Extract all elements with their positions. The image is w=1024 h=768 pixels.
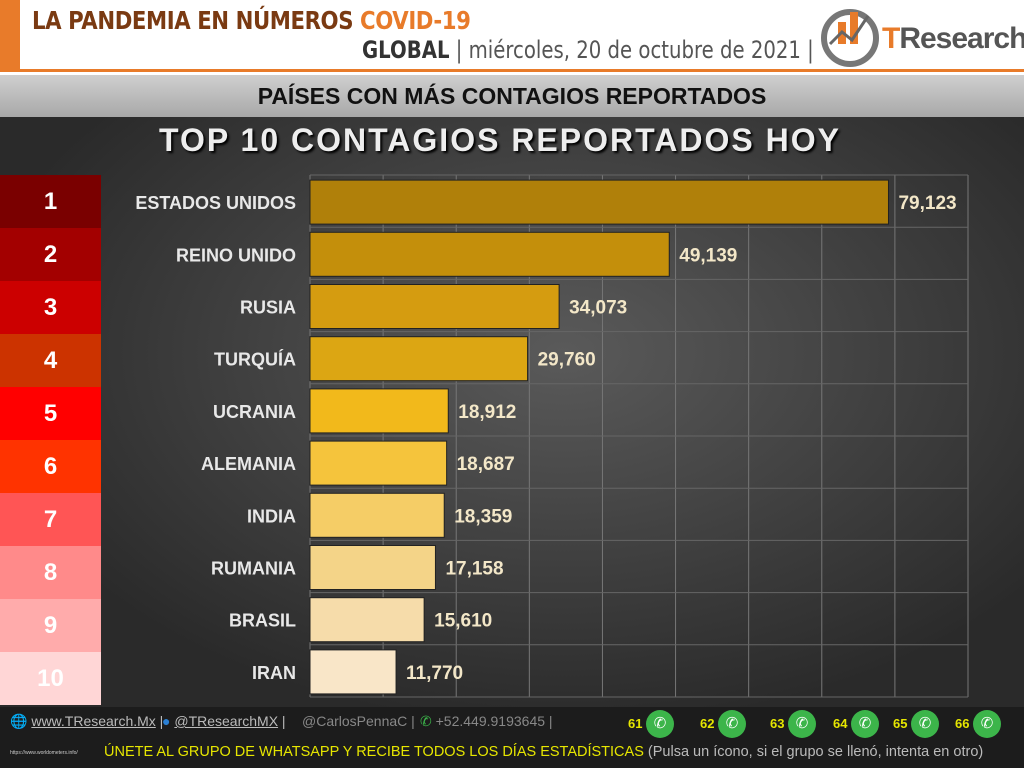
group-number: 64 (833, 716, 848, 731)
rank-badge: 9 (0, 599, 101, 652)
category-label: ESTADOS UNIDOS (135, 193, 296, 213)
category-label: BRASIL (229, 611, 296, 631)
chart-title: TOP 10 CONTAGIOS REPORTADOS HOY (159, 122, 841, 158)
category-label: RUMANIA (211, 559, 296, 579)
accent-bar (0, 0, 20, 72)
title-text: LA PANDEMIA EN NÚMEROS (32, 6, 354, 35)
category-label: ALEMANIA (201, 454, 296, 474)
header-title: LA PANDEMIA EN NÚMEROS COVID-19 (32, 6, 471, 35)
bar (309, 649, 397, 695)
phone-text: +52.449.9193645 (435, 713, 546, 729)
web-text: www.TResearch.Mx (31, 713, 156, 729)
group-number: 63 (770, 716, 785, 731)
group-number: 62 (700, 716, 715, 731)
date-label: miércoles, 20 de octubre de 2021 (468, 36, 801, 64)
whatsapp-icon[interactable]: ✆ (911, 710, 939, 738)
rank-badge: 8 (0, 546, 101, 599)
category-label: UCRANIA (213, 402, 296, 422)
value-label: 79,123 (898, 193, 956, 214)
bar (309, 440, 448, 486)
whatsapp-cta: ÚNETE AL GRUPO DE WHATSAPP Y RECIBE TODO… (104, 744, 983, 760)
rank-badge: 10 (0, 652, 101, 705)
rank-badge: 6 (0, 440, 101, 493)
rank-badge: 2 (0, 228, 101, 281)
value-label: 29,760 (538, 350, 596, 371)
section-subtitle: PAÍSES CON MÁS CONTAGIOS REPORTADOS (0, 75, 1024, 117)
whatsapp-icon[interactable]: ✆ (973, 710, 1001, 738)
cta-note: (Pulsa un ícono, si el grupo se llenó, i… (647, 744, 984, 760)
bar (309, 231, 670, 277)
category-label: IRAN (252, 663, 296, 683)
bar (309, 492, 445, 538)
title-accent: COVID-19 (360, 6, 471, 35)
phone: ✆ +52.449.9193645 | (420, 713, 553, 729)
value-label: 18,359 (454, 506, 512, 527)
header: LA PANDEMIA EN NÚMEROS COVID-19 GLOBAL |… (0, 0, 1024, 72)
scope-label: GLOBAL (362, 36, 450, 64)
value-label: 11,770 (406, 663, 463, 684)
whatsapp-icon[interactable]: ✆ (718, 710, 746, 738)
rank-badge: 5 (0, 387, 101, 440)
value-label: 18,912 (458, 402, 516, 423)
rank-badge: 7 (0, 493, 101, 546)
globe-icon: 🌐 (10, 713, 28, 729)
group-number: 66 (955, 716, 970, 731)
logo-chart-icon (821, 9, 879, 67)
rank-badge: 1 (0, 175, 101, 228)
web-link[interactable]: 🌐 www.TResearch.Mx | (10, 713, 164, 729)
bar (309, 597, 425, 643)
group-number: 65 (893, 716, 908, 731)
bar (309, 284, 560, 329)
footer-url: https://www.worldometers.info/ (10, 750, 78, 756)
twitter-icon: ● (162, 713, 171, 729)
value-label: 34,073 (569, 298, 627, 319)
category-label: REINO UNIDO (176, 245, 296, 265)
category-label: INDIA (247, 506, 296, 526)
bar (309, 336, 529, 382)
twitter-link[interactable]: ● @TResearchMX | (162, 713, 286, 729)
category-label: RUSIA (240, 298, 296, 318)
value-label: 18,687 (457, 454, 515, 475)
whatsapp-icon[interactable]: ✆ (788, 710, 816, 738)
cta-text: ÚNETE AL GRUPO DE WHATSAPP Y RECIBE TODO… (104, 744, 644, 760)
category-label: TURQUÍA (214, 349, 296, 370)
value-label: 15,610 (434, 611, 492, 632)
bar (309, 388, 449, 434)
tresearch-logo: TResearch (818, 2, 1024, 68)
phone-icon: ✆ (420, 713, 432, 729)
whatsapp-icon[interactable]: ✆ (646, 710, 674, 738)
bar (309, 179, 889, 225)
header-date: GLOBAL | miércoles, 20 de octubre de 202… (362, 36, 814, 64)
user-handle: @CarlosPennaC | (302, 713, 415, 729)
value-label: 17,158 (445, 559, 503, 580)
twitter-text: @TResearchMX (174, 713, 279, 729)
user-text: @CarlosPennaC (302, 713, 408, 729)
bar (309, 545, 436, 590)
rank-badge: 3 (0, 281, 101, 334)
whatsapp-icon[interactable]: ✆ (851, 710, 879, 738)
group-number: 61 (628, 716, 643, 731)
rank-badge: 4 (0, 334, 101, 387)
value-label: 49,139 (679, 245, 737, 266)
